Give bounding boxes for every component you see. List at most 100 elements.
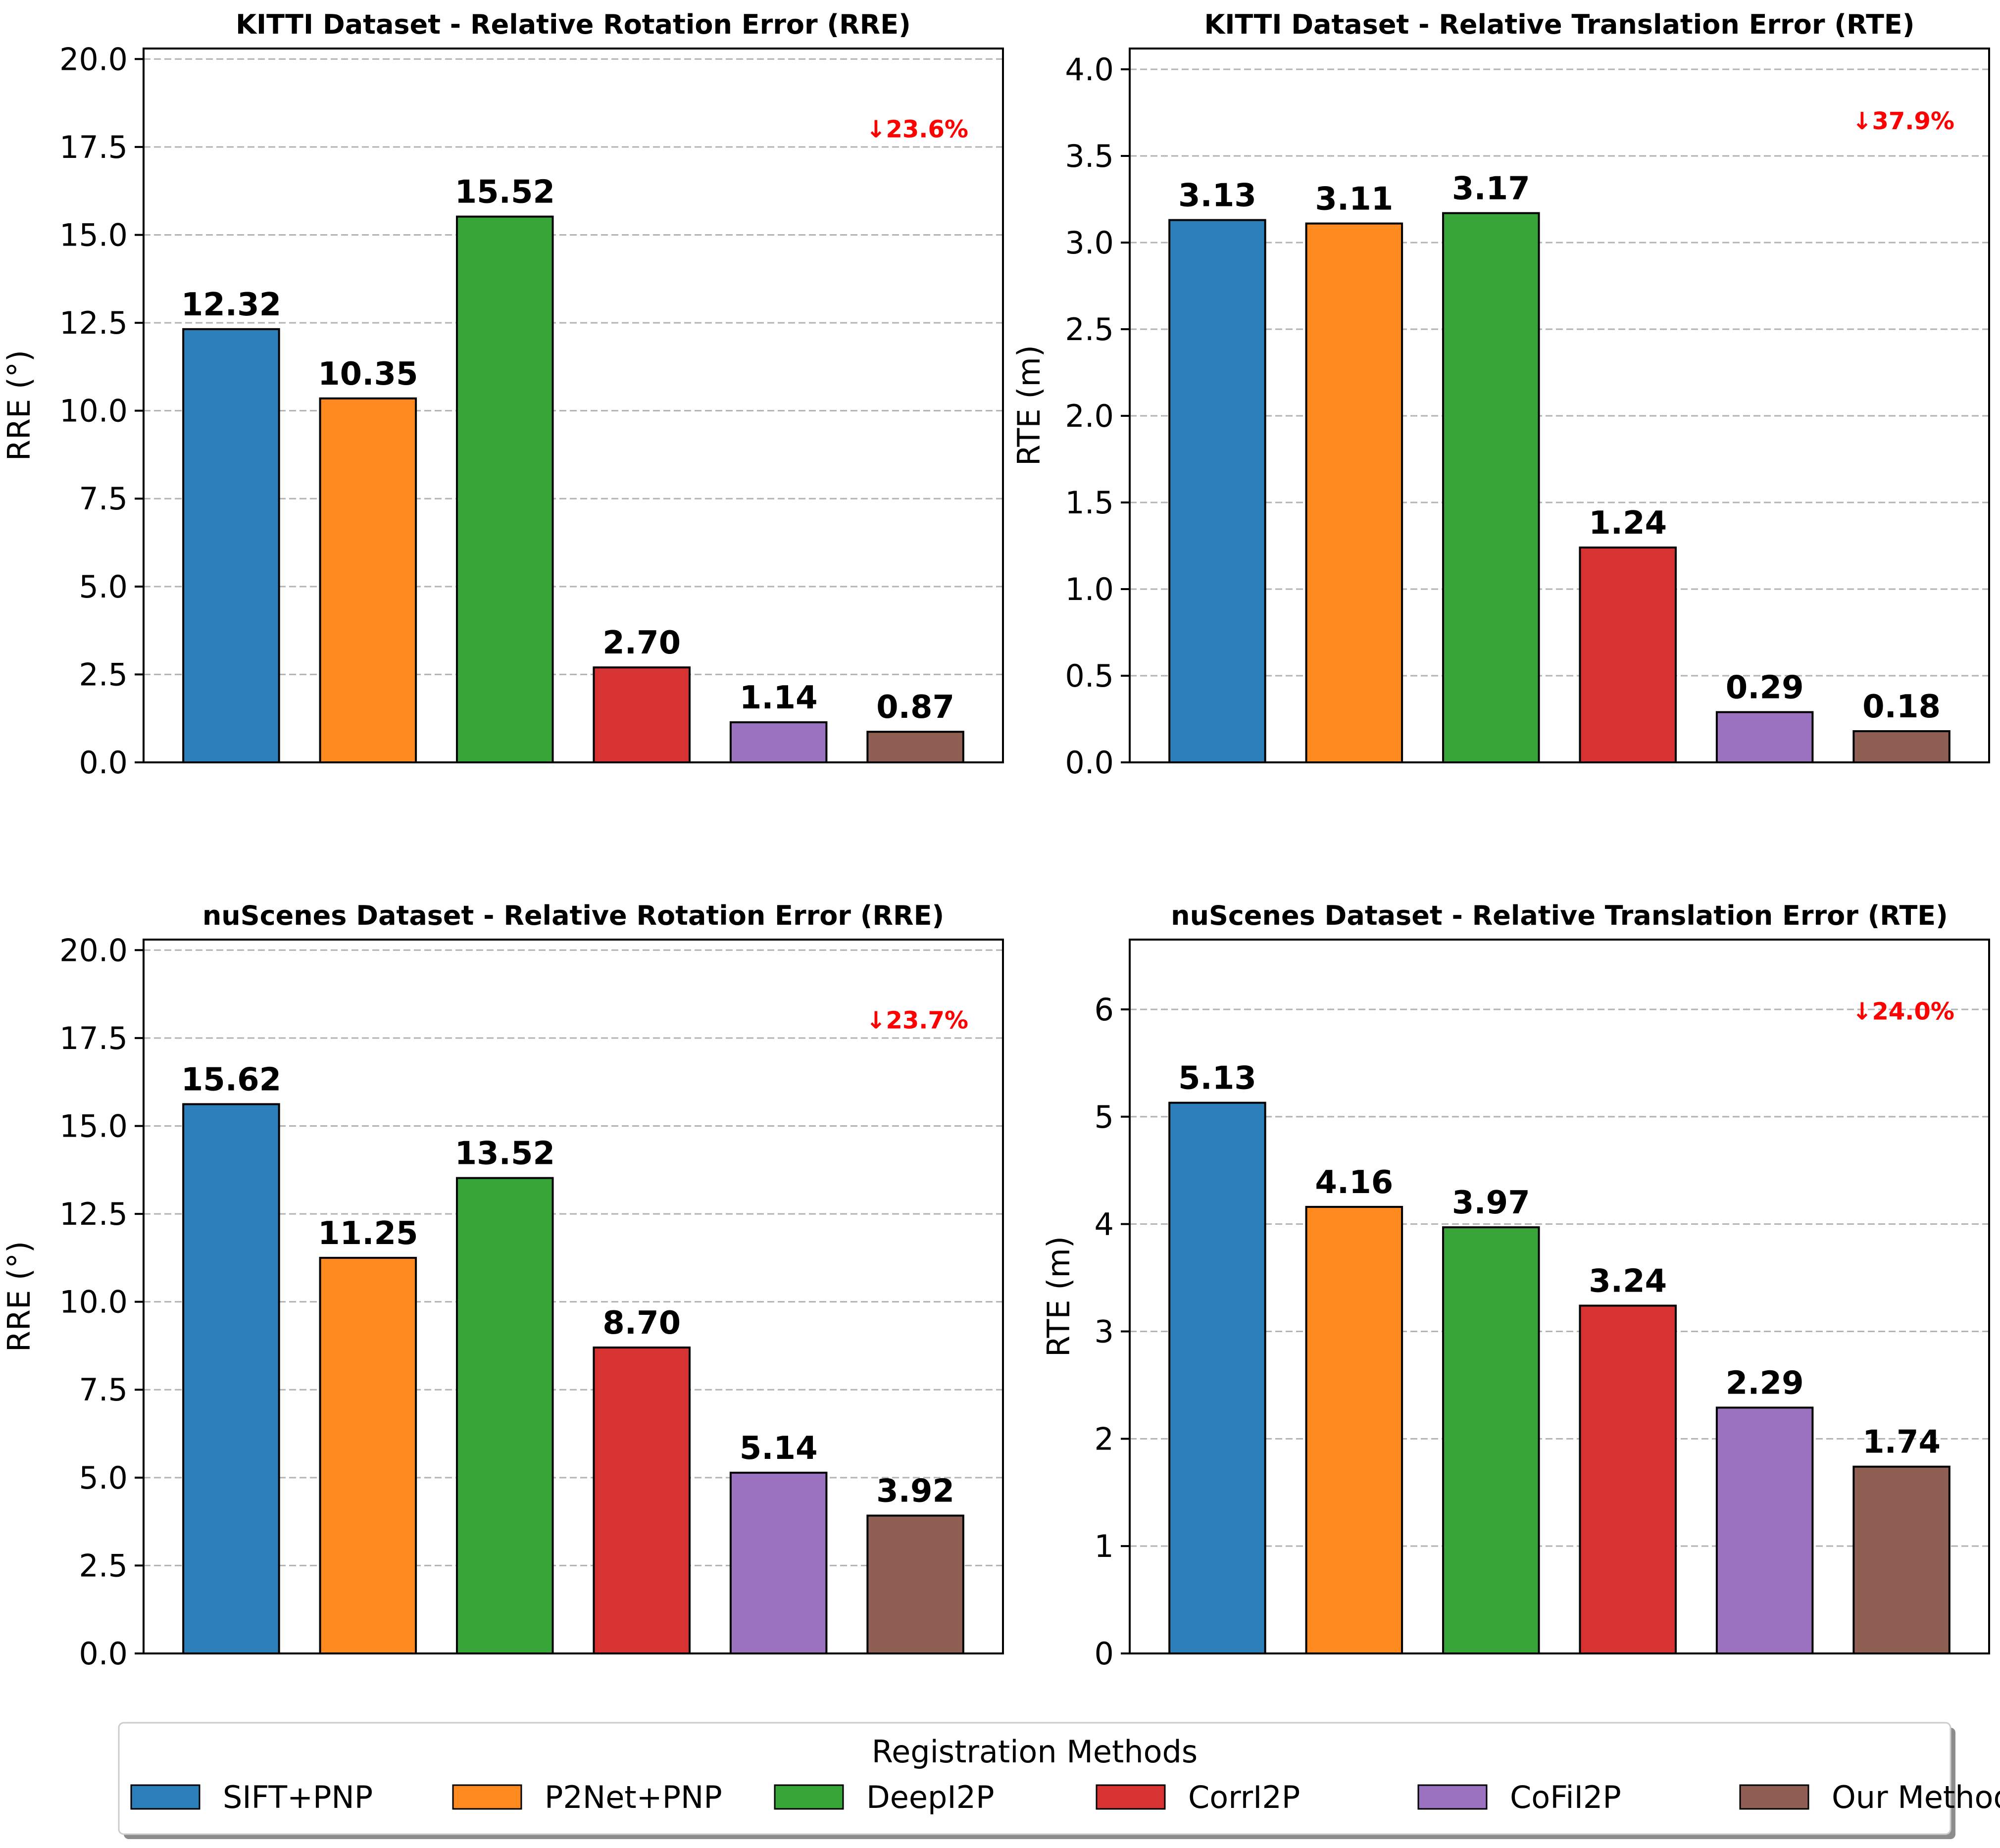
y-tick-label: 2.5	[79, 1548, 128, 1584]
bar-cofii2p	[729, 1471, 828, 1655]
y-tick-label: 3	[1095, 1313, 1114, 1349]
y-tick-label: 0.0	[79, 1636, 128, 1672]
improvement-annotation: ↓23.6%	[866, 115, 968, 143]
legend-label: P2Net+PNP	[545, 1779, 722, 1815]
bar-our-method	[1852, 730, 1950, 763]
y-tick-label: 2.5	[1065, 311, 1114, 348]
y-tick-label: 5.0	[79, 1460, 128, 1496]
plot-frame	[143, 48, 1004, 763]
bar-value-label: 2.29	[1726, 1365, 1804, 1401]
bar-cofii2p	[1715, 711, 1814, 763]
y-tick-label: 7.5	[79, 481, 128, 517]
legend-label: SIFT+PNP	[223, 1779, 373, 1815]
bar-value-label: 11.25	[318, 1215, 418, 1252]
bar-value-label: 3.11	[1315, 181, 1393, 218]
bar-corri2p	[1579, 1304, 1677, 1655]
bar-value-label: 3.24	[1589, 1263, 1667, 1299]
bar-our-method	[866, 731, 964, 763]
y-tick-label: 4	[1095, 1206, 1114, 1243]
bar-value-label: 0.87	[876, 689, 954, 726]
bar-deepi2p	[1442, 1226, 1540, 1655]
y-axis-label: RRE (°)	[1, 350, 37, 461]
y-tick-label: 10.0	[59, 1284, 128, 1320]
y-tick-label: 3.0	[1065, 225, 1114, 261]
bar-value-label: 10.35	[318, 356, 418, 393]
bar-value-label: 0.18	[1862, 689, 1941, 725]
bar-value-label: 8.70	[602, 1305, 681, 1342]
bar-value-label: 3.17	[1452, 171, 1530, 207]
legend-label: DeepI2P	[866, 1779, 995, 1815]
legend-title: Registration Methods	[872, 1734, 1198, 1770]
legend-swatch	[130, 1784, 200, 1810]
bar-our-method	[1852, 1465, 1950, 1655]
legend-label: CoFiI2P	[1510, 1779, 1621, 1815]
y-tick-label: 1.0	[1065, 571, 1114, 607]
bar-sift-pnp	[1168, 1101, 1266, 1655]
y-tick-label: 17.5	[59, 1020, 128, 1056]
y-tick-label: 12.5	[59, 1196, 128, 1232]
y-tick-label: 2.5	[79, 656, 128, 693]
legend-box	[118, 1722, 1951, 1835]
chart-title: KITTI Dataset - Relative Translation Err…	[1204, 9, 1914, 40]
legend: Registration Methods SIFT+PNP P2Net+PNP Dee…	[118, 1722, 2000, 1839]
plot-frame	[143, 939, 1004, 1654]
bar-value-label: 2.70	[602, 625, 681, 661]
bar-sift-pnp	[1168, 219, 1266, 763]
legend-swatch	[1096, 1784, 1166, 1810]
y-tick-label: 2	[1095, 1421, 1114, 1457]
y-tick-label: 0	[1095, 1636, 1114, 1672]
y-axis-label: RRE (°)	[1, 1241, 37, 1352]
bar-sift-pnp	[182, 328, 280, 763]
y-tick-label: 6	[1095, 992, 1114, 1028]
bar-sift-pnp	[182, 1103, 280, 1654]
bar-deepi2p	[456, 1177, 554, 1654]
y-tick-label: 4.0	[1065, 51, 1114, 88]
improvement-annotation: ↓37.9%	[1852, 107, 1954, 135]
bar-value-label: 1.14	[740, 680, 818, 716]
y-tick-label: 15.0	[59, 217, 128, 253]
bar-value-label: 15.62	[181, 1061, 281, 1098]
y-tick-label: 20.0	[59, 41, 128, 77]
plot-frame	[1129, 48, 1990, 763]
bar-value-label: 12.32	[181, 287, 281, 323]
bar-value-label: 5.13	[1178, 1060, 1256, 1097]
bar-value-label: 1.24	[1589, 505, 1667, 542]
chart-title: KITTI Dataset - Relative Rotation Error …	[236, 9, 911, 40]
chart-panel-1: 12.32 10.35 15.52 2.70 1.14 0.87 0.0 2.5 5.0 7.5 1…	[1, 9, 1004, 781]
bar-p2net-pnp	[319, 1256, 417, 1654]
legend-swatch	[1417, 1784, 1488, 1810]
bar-p2net-pnp	[319, 397, 417, 763]
plot-frame	[1129, 939, 1990, 1654]
y-tick-label: 5	[1095, 1099, 1114, 1135]
y-tick-label: 5.0	[79, 569, 128, 605]
y-tick-label: 17.5	[59, 129, 128, 165]
bar-corri2p	[593, 1347, 691, 1654]
y-tick-label: 7.5	[79, 1372, 128, 1408]
y-tick-label: 1.5	[1065, 485, 1114, 521]
chart-title: nuScenes Dataset - Relative Translation …	[1171, 900, 1948, 931]
bar-corri2p	[593, 666, 691, 764]
bar-value-label: 3.13	[1178, 178, 1256, 214]
y-tick-label: 1	[1095, 1528, 1114, 1564]
bar-value-label: 4.16	[1315, 1164, 1393, 1201]
bar-value-label: 0.29	[1726, 670, 1804, 706]
bar-our-method	[866, 1514, 964, 1655]
legend-swatch	[774, 1784, 844, 1810]
legend-label: CorrI2P	[1188, 1779, 1300, 1815]
y-tick-label: 0.0	[1065, 745, 1114, 781]
bar-value-label: 3.92	[876, 1473, 954, 1510]
chart-panel-4: 5.13 4.16 3.97 3.24 2.29 1.74 0 1 2 3 4 5 6 nuScenes …	[1041, 900, 1990, 1672]
y-tick-label: 0.5	[1065, 658, 1114, 694]
legend-swatch	[1739, 1784, 1809, 1810]
y-tick-label: 2.0	[1065, 398, 1114, 434]
legend-label: Our Method	[1832, 1779, 2000, 1815]
chart-panel-3: 15.62 11.25 13.52 8.70 5.14 3.92 0.0 2.5 5.0 7.5 1…	[1, 900, 1004, 1672]
y-axis-label: RTE (m)	[1041, 1236, 1077, 1357]
improvement-annotation: ↓23.7%	[866, 1006, 968, 1034]
y-tick-label: 20.0	[59, 932, 128, 968]
bar-p2net-pnp	[1305, 1205, 1403, 1654]
bar-value-label: 15.52	[455, 174, 555, 211]
y-tick-label: 3.5	[1065, 138, 1114, 174]
